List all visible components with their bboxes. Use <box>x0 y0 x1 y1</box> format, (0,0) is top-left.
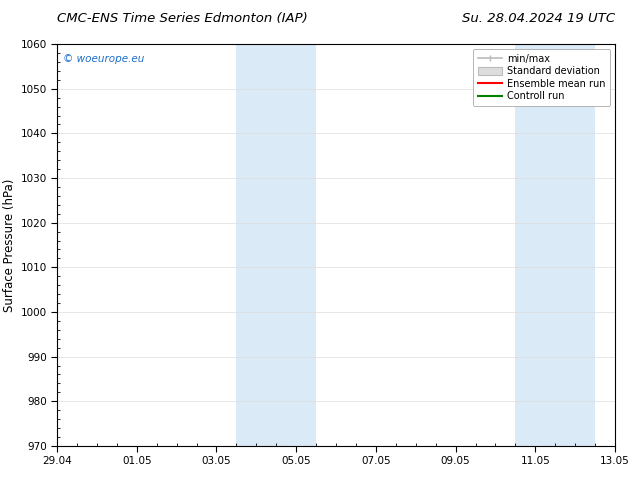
Text: CMC-ENS Time Series Edmonton (IAP): CMC-ENS Time Series Edmonton (IAP) <box>57 12 308 25</box>
Bar <box>515 44 595 446</box>
Y-axis label: Surface Pressure (hPa): Surface Pressure (hPa) <box>3 178 16 312</box>
Legend: min/max, Standard deviation, Ensemble mean run, Controll run: min/max, Standard deviation, Ensemble me… <box>473 49 610 106</box>
Text: Su. 28.04.2024 19 UTC: Su. 28.04.2024 19 UTC <box>462 12 615 25</box>
Text: © woeurope.eu: © woeurope.eu <box>63 54 144 64</box>
Bar <box>236 44 316 446</box>
